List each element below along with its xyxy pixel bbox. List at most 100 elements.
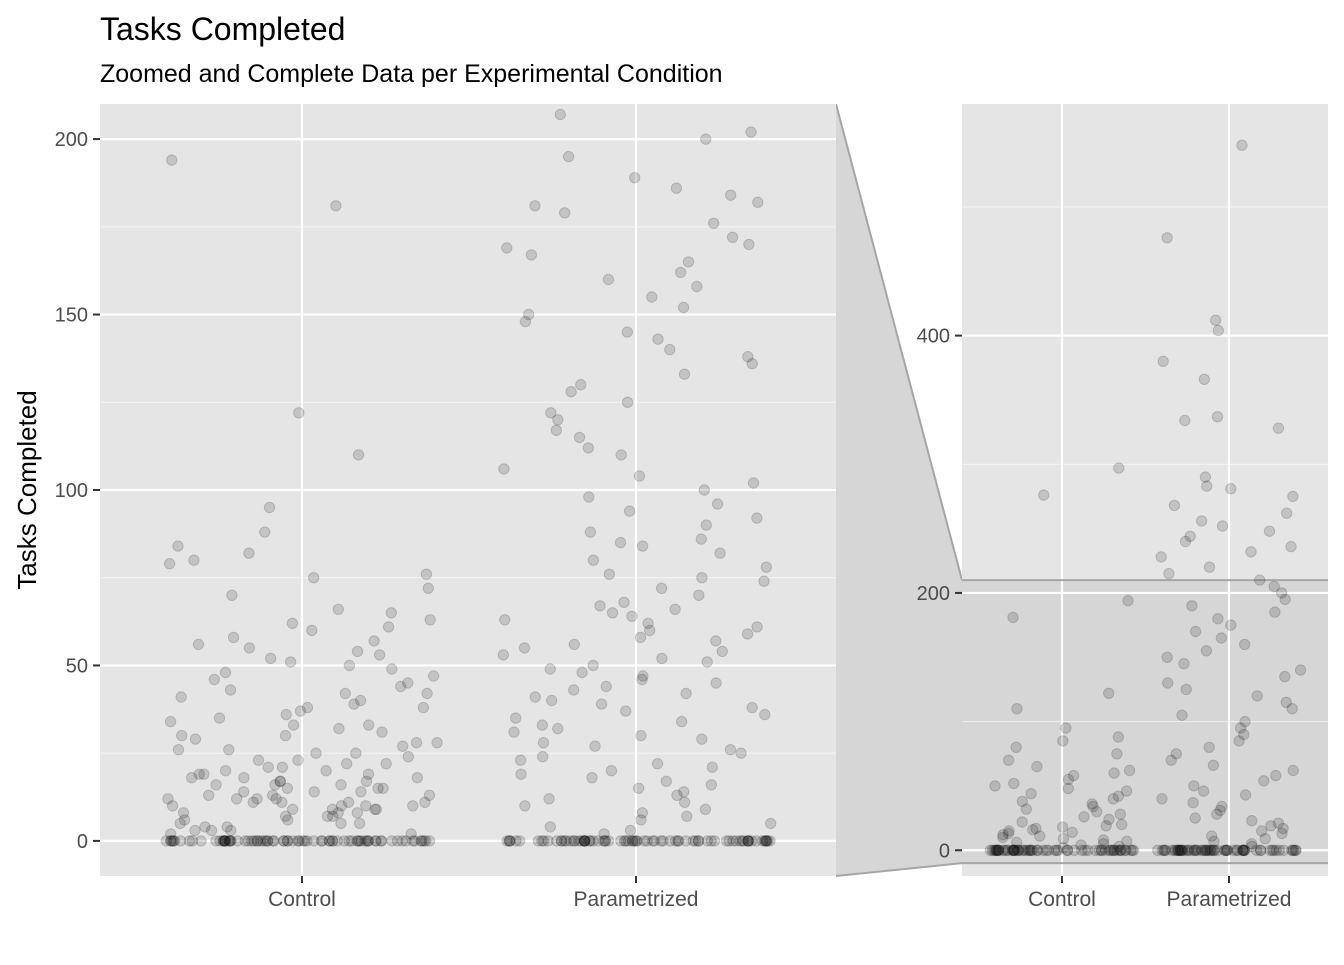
data-point xyxy=(711,498,724,510)
data-point xyxy=(629,172,641,184)
data-point xyxy=(583,835,596,847)
data-point xyxy=(1062,782,1075,795)
data-point xyxy=(638,835,650,847)
data-point xyxy=(219,765,232,777)
data-point xyxy=(1245,546,1257,558)
data-point xyxy=(1057,833,1070,845)
data-point xyxy=(558,835,571,847)
data-point xyxy=(224,684,237,696)
data-point xyxy=(1016,816,1028,828)
data-point xyxy=(1001,844,1013,856)
data-point xyxy=(1052,844,1064,856)
data-point xyxy=(1011,703,1023,715)
data-point xyxy=(692,835,705,847)
data-point xyxy=(1239,715,1251,728)
data-point xyxy=(199,821,211,833)
data-point xyxy=(243,547,255,559)
y-tick-label: 100 xyxy=(55,480,88,502)
data-point xyxy=(335,779,347,791)
data-point xyxy=(636,807,649,819)
data-point xyxy=(165,828,177,840)
y-axis-label: Tasks Completed xyxy=(12,390,42,589)
data-point xyxy=(242,835,255,847)
data-point xyxy=(160,835,173,847)
data-point xyxy=(400,835,412,847)
data-point xyxy=(759,708,771,721)
data-point xyxy=(1216,800,1228,813)
data-point xyxy=(1155,551,1167,563)
data-point xyxy=(396,835,408,847)
data-point xyxy=(578,835,591,847)
data-point xyxy=(1239,844,1251,856)
data-point xyxy=(1216,520,1229,532)
data-point xyxy=(269,779,281,791)
data-point xyxy=(1011,836,1023,849)
data-point xyxy=(1266,844,1279,856)
data-point xyxy=(372,782,384,794)
data-point xyxy=(360,775,373,787)
data-point xyxy=(551,835,563,847)
data-point xyxy=(700,519,712,531)
data-point xyxy=(1106,844,1119,856)
data-point xyxy=(742,835,755,847)
data-point xyxy=(1022,844,1034,856)
data-point xyxy=(1096,844,1108,856)
data-point xyxy=(1120,785,1133,797)
data-point xyxy=(1218,844,1231,856)
data-point xyxy=(508,726,520,738)
data-point xyxy=(742,351,754,363)
data-point xyxy=(636,540,649,552)
data-point xyxy=(631,835,643,847)
data-point xyxy=(331,835,343,847)
data-point xyxy=(652,333,664,345)
x-tick-label: Control xyxy=(268,888,336,911)
data-point xyxy=(498,463,510,475)
data-point xyxy=(1280,696,1292,708)
data-point xyxy=(1205,844,1217,856)
data-point xyxy=(417,701,430,714)
data-point xyxy=(636,673,648,686)
data-point xyxy=(1221,844,1234,856)
data-point xyxy=(1251,690,1263,702)
data-point xyxy=(339,687,351,700)
data-point xyxy=(992,844,1005,856)
data-point xyxy=(633,782,645,794)
data-point xyxy=(385,607,397,619)
data-point xyxy=(693,589,705,601)
data-point xyxy=(362,835,374,847)
data-point xyxy=(695,533,707,545)
data-point xyxy=(1018,844,1030,856)
data-point xyxy=(594,600,606,612)
data-point xyxy=(554,108,566,121)
data-point xyxy=(997,829,1009,841)
data-point xyxy=(1211,411,1224,423)
data-point xyxy=(268,835,280,847)
data-point xyxy=(361,835,373,847)
data-point xyxy=(423,789,436,801)
data-point xyxy=(225,824,237,837)
data-point xyxy=(1182,844,1195,856)
data-point xyxy=(1037,844,1049,856)
data-point xyxy=(333,722,345,735)
data-point xyxy=(1093,844,1106,856)
x-tick-label: Parametrized xyxy=(1167,888,1292,911)
data-point xyxy=(174,835,187,847)
data-point xyxy=(568,684,580,696)
data-point xyxy=(720,835,733,847)
data-point xyxy=(308,786,320,798)
data-point xyxy=(635,814,647,826)
data-point xyxy=(630,835,642,847)
data-point xyxy=(1162,677,1174,689)
data-point xyxy=(397,740,409,752)
data-point xyxy=(1221,844,1233,856)
data-point xyxy=(281,835,294,847)
data-point xyxy=(351,835,363,847)
data-point xyxy=(578,835,591,847)
data-point xyxy=(986,844,999,856)
data-point xyxy=(710,677,722,689)
data-point xyxy=(1189,844,1201,856)
data-point xyxy=(1237,844,1249,856)
zoom-connector-line xyxy=(835,103,963,581)
data-point xyxy=(1178,658,1190,670)
data-point xyxy=(1272,817,1285,829)
